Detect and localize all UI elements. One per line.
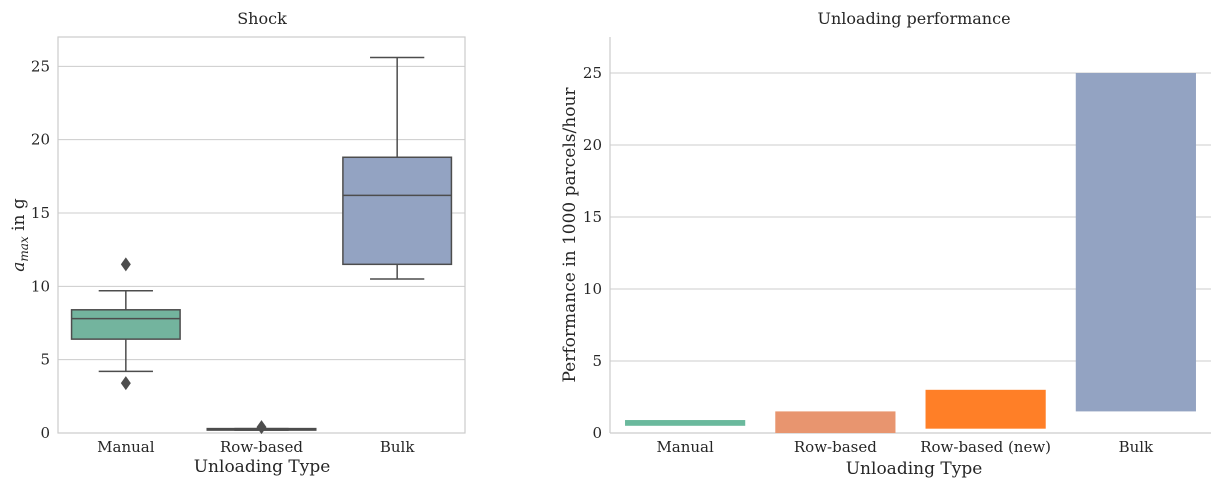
- bar-row-based-new: [926, 390, 1046, 429]
- right-chart-title: Unloading performance: [817, 9, 1010, 28]
- left-x-axis-label: Unloading Type: [194, 457, 331, 477]
- left-x-tick-label: Row-based: [220, 438, 303, 456]
- right-x-tick-label: Manual: [656, 438, 714, 456]
- right-y-tick-label: 20: [583, 136, 602, 154]
- right-y-tick-label: 0: [592, 424, 602, 442]
- box-bulk: [343, 157, 452, 264]
- left-y-tick-label: 10: [31, 277, 50, 295]
- outlier-marker: [121, 376, 131, 390]
- right-x-tick-label: Bulk: [1119, 438, 1154, 456]
- right-y-tick-label: 10: [583, 280, 602, 298]
- left-y-axis-label: amax in g: [9, 198, 31, 272]
- left-y-tick-label: 0: [40, 424, 50, 442]
- left-y-axis-label-symbol: a: [9, 262, 29, 272]
- bar-manual: [625, 420, 745, 426]
- box-manual: [72, 310, 181, 339]
- left-plot-area: 0 5 10 15 20 25 Manual Row-based Bulk: [31, 37, 465, 456]
- left-chart-title: Shock: [237, 9, 287, 28]
- left-y-tick-label: 5: [40, 351, 50, 369]
- left-y-tick-label: 15: [31, 204, 50, 222]
- left-x-tick-label: Bulk: [380, 438, 415, 456]
- right-plot-area: 0 5 10 15 20 25 Manual Row-based Row-based (new)…: [583, 37, 1211, 456]
- bar-bulk: [1076, 73, 1196, 411]
- right-y-tick-label: 15: [583, 208, 602, 226]
- right-y-axis-label: Performance in 1000 parcels/hour: [560, 87, 580, 383]
- right-y-tick-label: 5: [592, 352, 602, 370]
- left-y-axis-label-subscript: max: [17, 236, 31, 262]
- left-y-tick-label: 25: [31, 57, 50, 75]
- right-y-tick-label: 25: [583, 64, 602, 82]
- right-x-tick-label: Row-based (new): [920, 438, 1051, 456]
- left-y-axis-label-unit: in g: [9, 198, 29, 236]
- outlier-marker: [257, 420, 267, 434]
- outlier-marker: [121, 257, 131, 271]
- left-x-tick-label: Manual: [97, 438, 155, 456]
- bar-row-based: [775, 411, 895, 433]
- left-y-tick-label: 20: [31, 131, 50, 149]
- right-x-tick-label: Row-based: [794, 438, 877, 456]
- right-x-axis-label: Unloading Type: [846, 459, 983, 479]
